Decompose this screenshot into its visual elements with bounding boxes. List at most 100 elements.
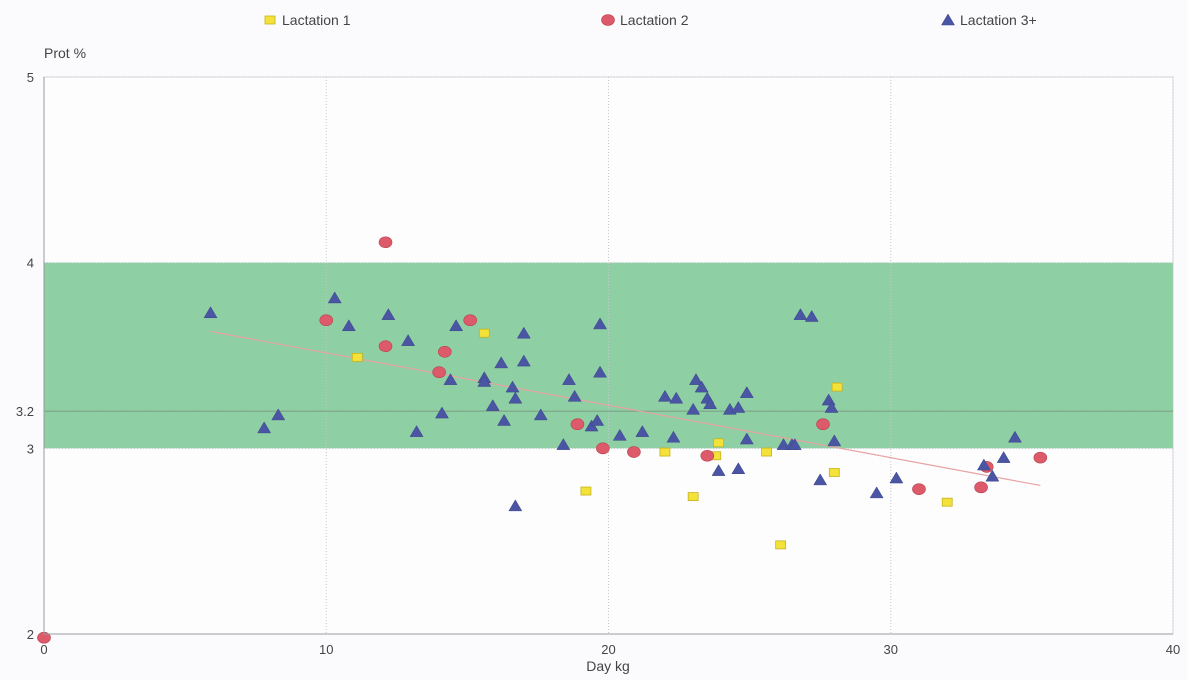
triangle-marker-icon (941, 13, 955, 26)
legend-label: Lactation 3+ (960, 12, 1037, 28)
data-point (203, 306, 218, 319)
data-point (816, 418, 830, 430)
data-point (827, 434, 842, 447)
data-point (516, 354, 531, 367)
data-point (659, 447, 671, 457)
data-point (761, 447, 772, 457)
data-point (627, 446, 641, 458)
x-tick-label: 10 (319, 642, 333, 657)
x-axis-label: Day kg (586, 658, 630, 674)
data-point (463, 314, 477, 327)
legend-item: Lactation 1 (264, 12, 351, 28)
data-point (271, 408, 286, 421)
data-point (739, 432, 754, 445)
square-marker-icon (264, 15, 276, 25)
data-point (449, 319, 464, 332)
data-point (731, 462, 746, 475)
y-tick-label: 5 (27, 70, 34, 85)
data-point (912, 483, 926, 495)
data-point (713, 438, 724, 448)
x-tick-label: 40 (1166, 642, 1180, 657)
data-point (590, 413, 605, 426)
data-point (941, 497, 953, 507)
data-point (497, 413, 512, 426)
data-point (570, 418, 585, 430)
series-3 (203, 291, 1022, 512)
data-point (787, 438, 802, 450)
data-point (689, 373, 703, 385)
data-point (378, 340, 393, 353)
circle-marker-icon (601, 14, 615, 26)
data-point (478, 328, 490, 338)
data-point (593, 365, 607, 378)
data-point (477, 375, 492, 387)
trend-line (210, 330, 1041, 487)
data-point (494, 356, 509, 369)
data-point (793, 308, 808, 320)
data-point (976, 458, 991, 471)
data-point (516, 326, 531, 339)
data-point (739, 386, 754, 398)
data-point (694, 380, 709, 393)
data-point (776, 438, 791, 450)
y-tick-label: 2 (27, 627, 34, 642)
data-point (828, 468, 840, 477)
data-point (612, 428, 627, 441)
data-point (596, 442, 610, 455)
y-tick-label: 3.2 (16, 404, 34, 419)
data-point (508, 391, 523, 404)
data-point (378, 236, 393, 249)
data-point (703, 397, 718, 410)
data-point (889, 471, 904, 484)
data-point (437, 345, 452, 358)
data-point (658, 389, 672, 402)
data-point (319, 314, 334, 327)
legend-label: Lactation 1 (282, 12, 351, 28)
data-point (257, 421, 272, 434)
data-point (831, 382, 843, 392)
data-point (666, 430, 681, 443)
data-point (974, 481, 988, 494)
y-tick-label: 4 (27, 256, 34, 271)
y-axis-label: Prot % (44, 45, 86, 61)
data-point (567, 389, 582, 402)
data-point (580, 486, 592, 496)
data-point (562, 373, 576, 385)
trend-line-layer (210, 330, 1041, 487)
legend-label: Lactation 2 (620, 12, 689, 28)
data-point (381, 308, 396, 320)
data-point (401, 334, 416, 346)
data-point (804, 310, 819, 322)
data-point (556, 438, 571, 450)
legend: Lactation 1 Lactation 2 Lactation 3+ (264, 12, 1037, 28)
plot-area (43, 76, 1174, 635)
data-point (485, 399, 500, 411)
x-tick-label: 30 (884, 642, 898, 657)
data-point (351, 352, 363, 362)
data-point (985, 469, 1000, 482)
data-point (508, 499, 523, 512)
data-point (341, 319, 356, 332)
data-point (686, 402, 701, 415)
data-point (731, 400, 746, 413)
data-point (869, 486, 884, 499)
data-point (669, 391, 684, 404)
x-tick-label: 20 (601, 642, 615, 657)
data-point (711, 464, 726, 476)
legend-item: Lactation 2 (601, 12, 689, 28)
data-point (687, 492, 699, 502)
x-tick-label: 0 (40, 642, 47, 657)
data-point (409, 425, 424, 437)
data-point (533, 408, 548, 421)
data-point (435, 406, 449, 419)
data-point (593, 317, 607, 330)
data-point (775, 540, 787, 550)
data-point (813, 473, 828, 486)
data-point (443, 373, 458, 385)
data-point (327, 291, 342, 304)
axes: 0 10 20 30 40 2 3 3.2 4 5 (16, 70, 1180, 657)
data-point (1008, 430, 1022, 443)
data-point (635, 425, 650, 437)
